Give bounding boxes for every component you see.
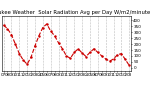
Title: Milwaukee Weather  Solar Radiation Avg per Day W/m2/minute: Milwaukee Weather Solar Radiation Avg pe… (0, 10, 150, 15)
